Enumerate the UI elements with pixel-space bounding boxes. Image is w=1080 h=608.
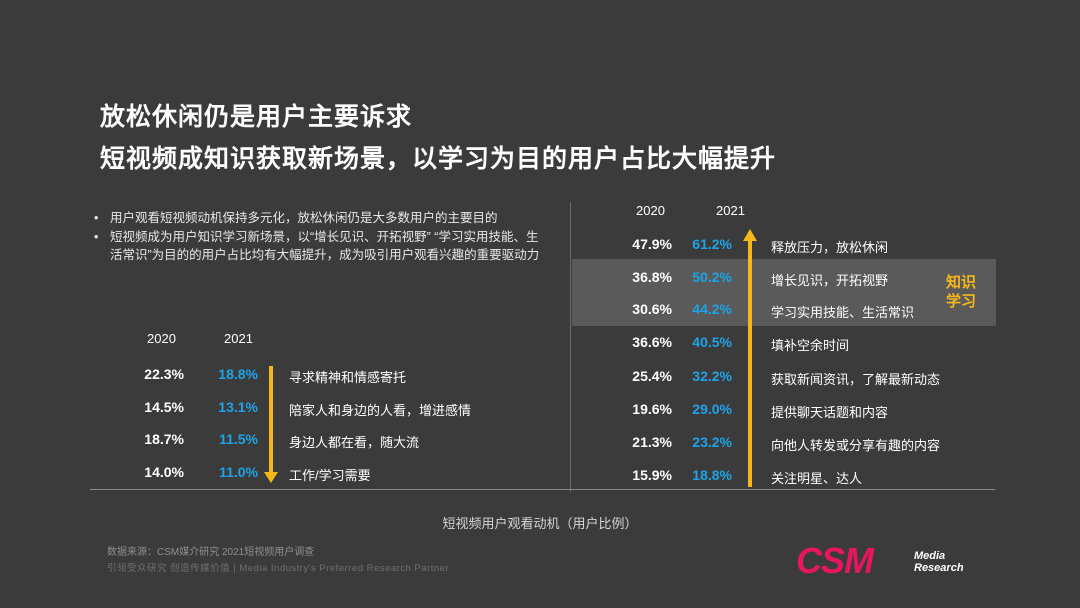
right-row-1-value-2021: 50.2% (692, 269, 732, 285)
chart-baseline (90, 489, 995, 490)
page-title-line2: 短视频成知识获取新场景，以学习为目的用户占比大幅提升 (100, 145, 777, 173)
left-row-3-value-2021: 11.0% (219, 464, 258, 480)
left-row-0-value-2021: 18.8% (218, 366, 258, 382)
right-row-5-value-2021: 29.0% (692, 401, 732, 417)
left-row-1-value-2020: 14.5% (144, 399, 184, 415)
left-row-0-value-2020: 22.3% (144, 366, 184, 382)
right-row-2-label: 学习实用技能、生活常识 (771, 305, 915, 320)
bullet-marker: • (94, 211, 99, 225)
right-row-0-label: 释放压力，放松休闲 (771, 240, 889, 255)
logo-sub-research: Research (914, 562, 964, 574)
right-row-7-label: 关注明星、达人 (771, 471, 863, 486)
bullet-text: 短视频成为用户知识学习新场景，以“增长见识、开拓视野” “学习实用技能、生活常识… (110, 230, 540, 262)
up-trend-arrow-icon (743, 229, 757, 487)
left-row-1-label: 陪家人和身边的人看，增进感情 (289, 403, 472, 418)
right-row-0-value-2021: 61.2% (692, 236, 732, 252)
left-row-1-value-2021: 13.1% (218, 399, 258, 415)
right-row-1-value-2020: 36.8% (632, 269, 672, 285)
left-row-2-value-2020: 18.7% (144, 431, 184, 447)
knowledge-learning-label: 知识 学习 (941, 273, 981, 311)
right-row-3-value-2020: 36.6% (632, 334, 672, 350)
right-row-6-value-2021: 23.2% (692, 434, 732, 450)
right-row-2-value-2021: 44.2% (692, 301, 732, 317)
left-year-2020-header: 2020 (147, 331, 176, 346)
bullet-item: • 用户观看短视频动机保持多元化，放松休闲仍是大多数用户的主要目的 (92, 209, 547, 227)
csm-logo: CSM (796, 540, 874, 581)
right-row-6-value-2020: 21.3% (632, 434, 672, 450)
right-row-3-label: 填补空余时间 (771, 338, 850, 353)
logo-sub-media: Media (914, 550, 946, 562)
page-title-line1: 放松休闲仍是用户主要诉求 (100, 103, 413, 131)
knowledge-label: 知识 (945, 274, 976, 291)
right-row-4-label: 获取新闻资讯，了解最新动态 (771, 372, 941, 387)
right-year-2021-header: 2021 (716, 203, 745, 218)
bullet-list: • 用户观看短视频动机保持多元化，放松休闲仍是大多数用户的主要目的 • 短视频成… (92, 209, 547, 265)
right-row-4-value-2020: 25.4% (632, 368, 672, 384)
learning-label: 学习 (945, 293, 976, 310)
left-row-3-label: 工作/学习需要 (289, 468, 371, 483)
left-row-3-value-2020: 14.0% (144, 464, 184, 480)
right-row-7-value-2020: 15.9% (632, 467, 672, 483)
right-row-5-label: 提供聊天话题和内容 (771, 405, 889, 420)
left-row-2-value-2021: 11.5% (219, 431, 258, 447)
right-row-3-value-2021: 40.5% (692, 334, 732, 350)
right-row-5-value-2020: 19.6% (632, 401, 672, 417)
right-row-2-value-2020: 30.6% (632, 301, 672, 317)
panel-divider (570, 202, 571, 492)
chart-caption: 短视频用户观看动机（用户比例） (442, 516, 638, 531)
down-trend-arrow-icon (264, 366, 278, 483)
tagline: 引领受众研究 创造传媒价值 | Media Industry's Preferr… (107, 563, 450, 574)
right-row-7-value-2021: 18.8% (692, 467, 732, 483)
right-year-2020-header: 2020 (636, 203, 665, 218)
knowledge-highlight-band (572, 259, 996, 326)
left-row-0-label: 寻求精神和情感寄托 (289, 370, 407, 385)
bullet-text: 用户观看短视频动机保持多元化，放松休闲仍是大多数用户的主要目的 (110, 211, 498, 225)
bullet-item: • 短视频成为用户知识学习新场景，以“增长见识、开拓视野” “学习实用技能、生活… (92, 228, 547, 264)
left-year-2021-header: 2021 (224, 331, 253, 346)
data-source: 数据来源：CSM媒介研究 2021短视频用户调查 (107, 547, 315, 558)
csm-logo-subtitle: Media Research (914, 550, 964, 574)
right-row-1-label: 增长见识，开拓视野 (771, 273, 889, 288)
left-row-2-label: 身边人都在看，随大流 (289, 435, 420, 450)
bullet-marker: • (94, 230, 99, 244)
right-row-6-label: 向他人转发或分享有趣的内容 (771, 438, 941, 453)
right-row-0-value-2020: 47.9% (632, 236, 672, 252)
right-row-4-value-2021: 32.2% (692, 368, 732, 384)
